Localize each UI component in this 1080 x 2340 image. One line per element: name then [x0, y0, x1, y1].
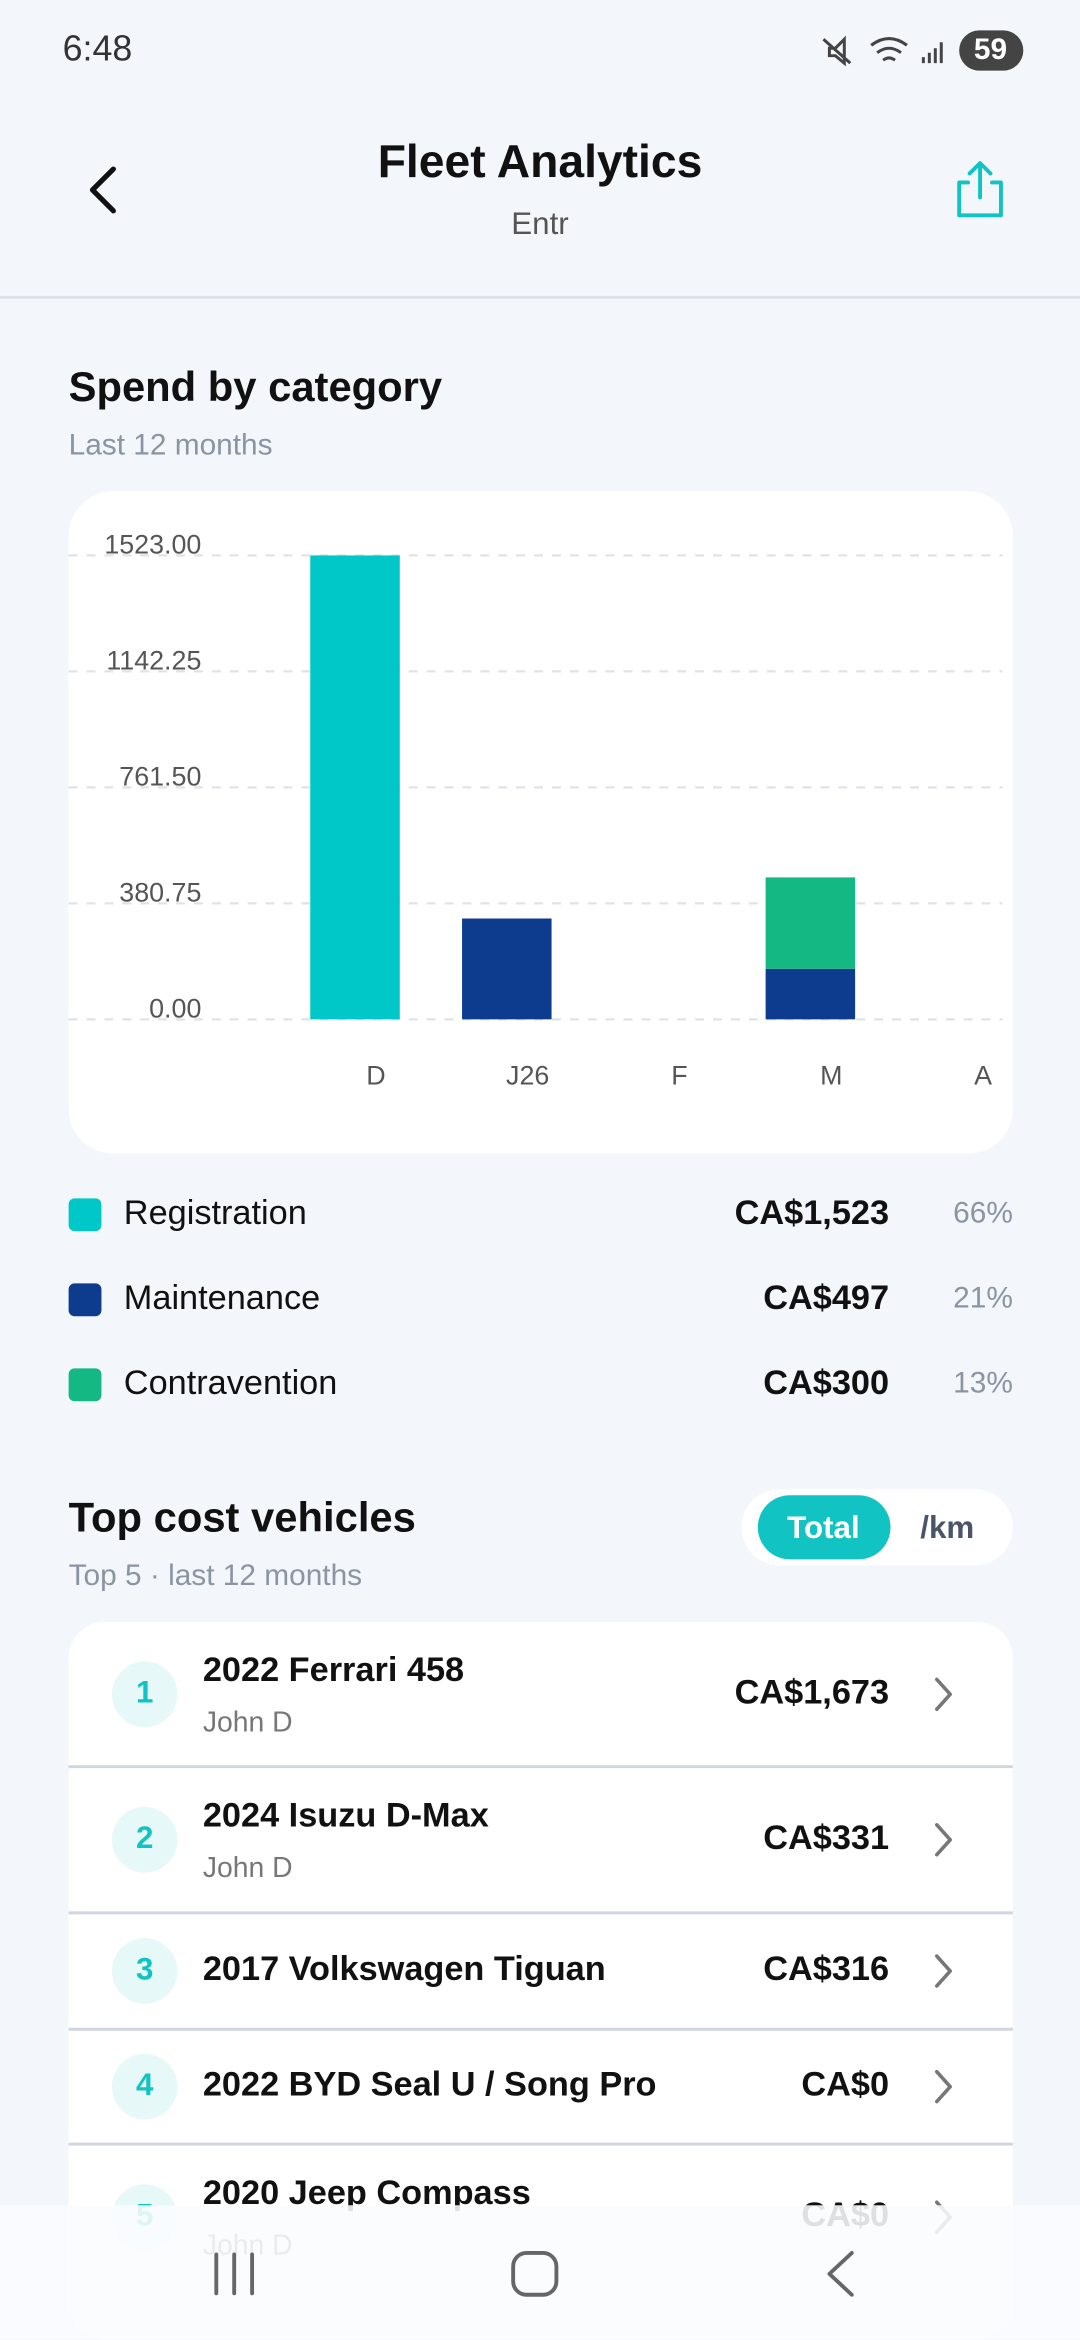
- section-subtitle: Last 12 months: [69, 428, 273, 461]
- rank-number: 4: [136, 2067, 154, 2102]
- row-chevron[interactable]: [935, 1677, 953, 1712]
- page-title: Fleet Analytics: [378, 135, 703, 187]
- rank-badge: [111, 1938, 178, 2004]
- status-time: 6:48: [63, 29, 133, 69]
- legend-share: 66%: [953, 1197, 1013, 1230]
- toggle-active[interactable]: [757, 1495, 891, 1560]
- section-subtitle: Top 5 · last 12 months: [69, 1559, 362, 1592]
- y-tick-label: 1142.25: [106, 646, 201, 676]
- toggle-total[interactable]: Total: [787, 1510, 859, 1545]
- toggle-per-km[interactable]: /km: [920, 1510, 974, 1545]
- bar-segment: [765, 968, 856, 1020]
- legend-amount: CA$497: [763, 1279, 889, 1317]
- legend-swatch: [68, 1198, 102, 1232]
- vehicle-driver: John D: [203, 1852, 293, 1884]
- rank-badge: [111, 1806, 178, 1873]
- status-icons: [822, 35, 943, 67]
- row-chevron[interactable]: [935, 1823, 953, 1857]
- section-title: Spend by category: [69, 363, 443, 410]
- bar-segment: [765, 877, 856, 969]
- vehicle-cost: CA$331: [763, 1819, 889, 1857]
- y-tick-label: 380.75: [119, 877, 201, 907]
- vehicle-list: [68, 1621, 1013, 2340]
- share-button[interactable]: [957, 161, 1003, 218]
- x-tick-label: M: [820, 1061, 842, 1091]
- legend-amount: CA$1,523: [735, 1194, 889, 1232]
- vehicle-name[interactable]: 2024 Isuzu D-Max: [203, 1796, 489, 1834]
- nav-home[interactable]: [511, 2251, 559, 2297]
- vehicle-cost: CA$1,673: [735, 1673, 889, 1711]
- vehicle-name[interactable]: 2022 Ferrari 458: [203, 1651, 464, 1689]
- back-button[interactable]: [89, 166, 116, 214]
- legend-share: 13%: [953, 1367, 1013, 1400]
- legend-swatch: [68, 1283, 102, 1317]
- battery-level: 59: [974, 33, 1007, 66]
- legend-label: Maintenance: [124, 1279, 320, 1317]
- vehicle-name[interactable]: 2022 BYD Seal U / Song Pro: [203, 2066, 657, 2104]
- vehicle-cost: CA$0: [801, 2066, 889, 2104]
- y-tick-label: 1523.00: [104, 530, 201, 560]
- nav-back[interactable]: [827, 2251, 854, 2297]
- rank-badge: [111, 1661, 178, 1728]
- x-tick-label: J26: [506, 1061, 549, 1091]
- vehicle-cost: CA$316: [763, 1950, 889, 1988]
- rank-number: 3: [136, 1951, 153, 1986]
- section-title: Top cost vehicles: [69, 1494, 416, 1541]
- nav-buttons: [214, 2251, 854, 2297]
- nav-bar: [0, 2205, 1080, 2340]
- chart: 0.00 380.75 761.50 1142.25 1523.00 D J26 F M A: [68, 530, 1003, 1091]
- legend-label: Contravention: [124, 1364, 338, 1402]
- x-tick-label: A: [974, 1061, 992, 1091]
- legend: Registration CA$1,523 66% Maintenance CA$497…: [68, 1194, 1013, 1402]
- nav-recents[interactable]: [214, 2252, 255, 2296]
- row-chevron[interactable]: [935, 2069, 953, 2104]
- legend-label: Registration: [124, 1194, 307, 1232]
- row-chevron[interactable]: [935, 1954, 953, 1988]
- bar-segment: [462, 918, 552, 1020]
- x-tick-label: D: [366, 1061, 385, 1091]
- legend-amount: CA$300: [763, 1364, 889, 1402]
- rank-number: 2: [136, 1820, 153, 1855]
- vehicle-driver: John D: [203, 1707, 293, 1739]
- bar-segment: [310, 555, 400, 1020]
- legend-share: 21%: [953, 1282, 1013, 1315]
- vehicle-name[interactable]: 2017 Volkswagen Tiguan: [203, 1950, 606, 1988]
- rank-badge: [111, 2053, 178, 2120]
- battery: [959, 30, 1024, 71]
- y-tick-label: 761.50: [119, 762, 201, 792]
- chart-card: [68, 491, 1013, 1154]
- legend-swatch: [68, 1368, 102, 1402]
- page-subtitle: Entr: [511, 206, 568, 241]
- x-tick-label: F: [671, 1061, 687, 1091]
- rank-number: 1: [136, 1675, 153, 1710]
- y-tick-label: 0.00: [149, 993, 201, 1023]
